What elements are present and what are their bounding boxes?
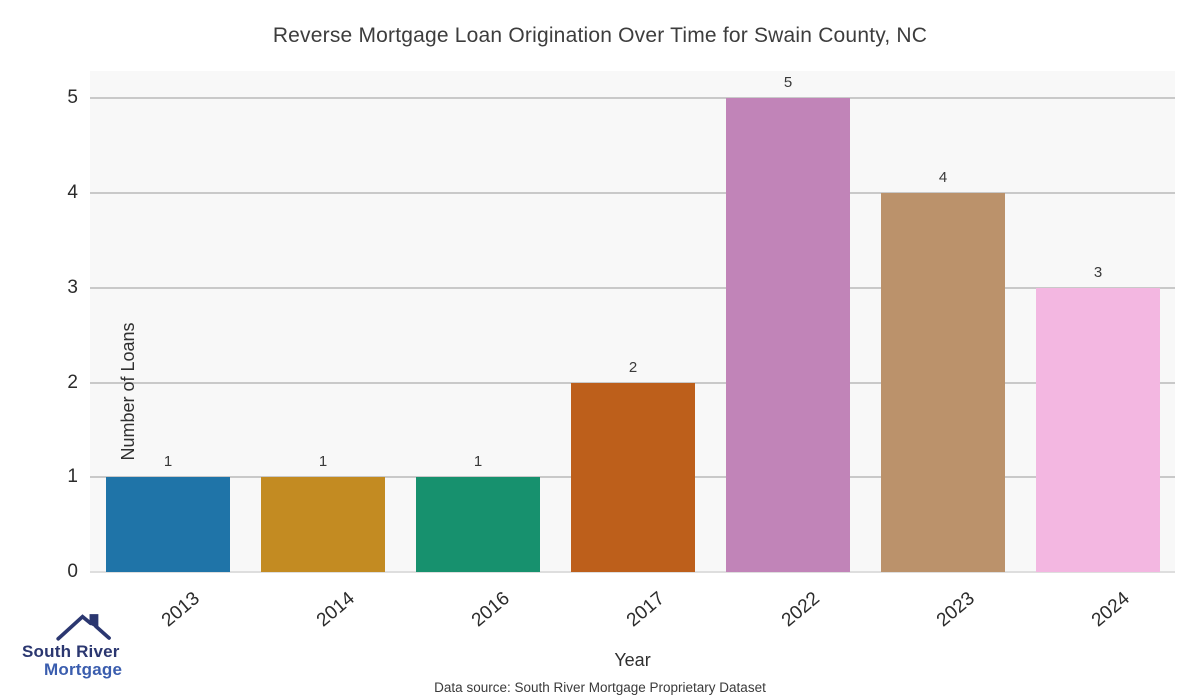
- bar-2023: [881, 193, 1005, 572]
- chart-title: Reverse Mortgage Loan Origination Over T…: [272, 24, 928, 47]
- bar-2022: [726, 98, 850, 572]
- y-tick-3: 3: [67, 276, 78, 298]
- bar-2014: [261, 477, 385, 572]
- x-tick-2017: 2017: [623, 588, 669, 632]
- y-tick-4: 4: [67, 182, 78, 204]
- y-tick-5: 5: [67, 87, 78, 109]
- x-tick-2024: 2024: [1088, 588, 1134, 632]
- logo-text-mortgage: Mortgage: [44, 660, 123, 679]
- y-axis-title: Number of Loans: [118, 322, 138, 461]
- house-roof-icon: [56, 614, 111, 641]
- x-tick-2022: 2022: [778, 588, 824, 632]
- x-axis-baseline: [90, 571, 1175, 573]
- gridline-y-4: [90, 192, 1175, 195]
- bar-2024: [1036, 287, 1160, 572]
- bar-value-label-2013: 1: [163, 453, 173, 471]
- bar-value-label-2024: 3: [1093, 263, 1103, 281]
- x-tick-2016: 2016: [468, 588, 514, 632]
- gridline-y-3: [90, 286, 1175, 289]
- data-source-note: Data source: South River Mortgage Propri…: [434, 680, 766, 695]
- gridline-y-5: [90, 97, 1175, 100]
- x-axis-title: Year: [614, 650, 651, 670]
- bar-value-label-2017: 2: [628, 358, 638, 376]
- x-tick-2014: 2014: [313, 588, 359, 632]
- y-tick-2: 2: [67, 371, 78, 393]
- south-river-mortgage-logo: South River Mortgage: [16, 604, 146, 694]
- y-tick-1: 1: [67, 466, 78, 488]
- bar-2016: [416, 477, 540, 572]
- bar-value-label-2016: 1: [473, 453, 483, 471]
- bar-2017: [571, 382, 695, 572]
- y-tick-0: 0: [67, 561, 78, 582]
- bar-value-label-2014: 1: [318, 453, 328, 471]
- bar-value-label-2022: 5: [783, 74, 793, 92]
- bar-value-label-2023: 4: [938, 169, 948, 187]
- logo-text-south-river: South River: [22, 642, 120, 661]
- bar-2013: [106, 477, 230, 572]
- plot-area: 1 1 1 2 5 4 3 Number of Loans: [90, 71, 1175, 573]
- x-tick-2013: 2013: [158, 588, 204, 632]
- x-tick-2023: 2023: [933, 588, 979, 632]
